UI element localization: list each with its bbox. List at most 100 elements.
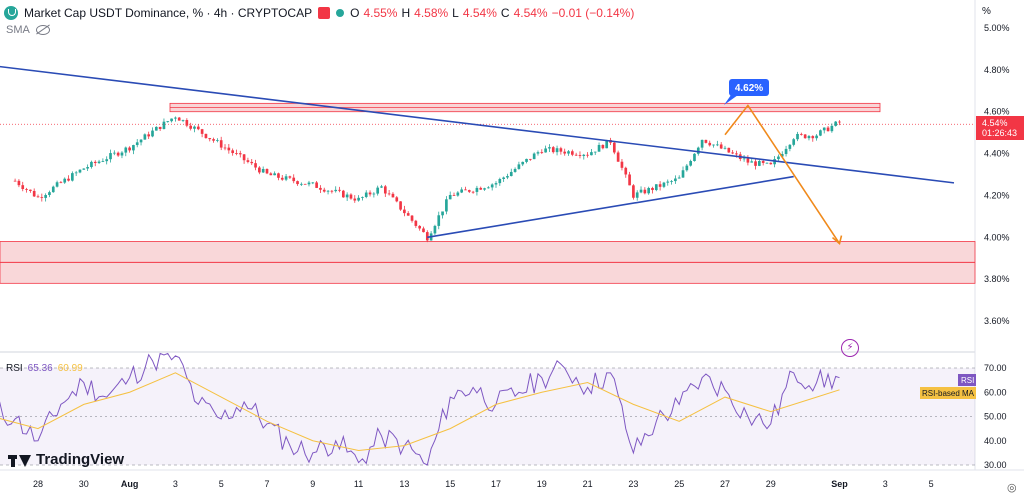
candle-body bbox=[196, 126, 200, 130]
tradingview-mark-icon bbox=[8, 453, 32, 467]
candle-body bbox=[639, 189, 643, 193]
candle-body bbox=[559, 148, 563, 152]
candle-body bbox=[204, 133, 208, 139]
candle-body bbox=[799, 133, 803, 135]
open-key: O bbox=[350, 6, 360, 20]
projection-arrowhead bbox=[831, 235, 843, 246]
candle-body bbox=[593, 151, 597, 153]
candle-body bbox=[570, 151, 574, 155]
symbol-title[interactable]: Market Cap USDT Dominance, % · 4h · CRYP… bbox=[24, 6, 313, 20]
time-axis-tick: 28 bbox=[33, 479, 43, 489]
candle-body bbox=[479, 187, 483, 190]
price-axis-tick: 4.80% bbox=[984, 65, 1010, 75]
rsi-legend[interactable]: RSI 65.36 60.99 bbox=[6, 363, 83, 374]
candle-body bbox=[712, 144, 715, 146]
callout-tail bbox=[724, 95, 738, 105]
candle-body bbox=[364, 192, 368, 197]
candle-body bbox=[21, 185, 25, 190]
lightning-icon[interactable]: ⚡ bbox=[841, 339, 859, 357]
candle-body bbox=[632, 185, 635, 198]
candle-body bbox=[822, 127, 826, 131]
candle-body bbox=[189, 125, 193, 129]
candle-body bbox=[746, 158, 750, 163]
ascending-trendline bbox=[427, 175, 794, 239]
candle-body bbox=[147, 134, 151, 137]
candle-body bbox=[784, 148, 788, 155]
candle-body bbox=[689, 161, 692, 166]
candle-body bbox=[349, 194, 353, 199]
candle-body bbox=[494, 183, 498, 185]
candle-body bbox=[387, 193, 391, 195]
candle-body bbox=[170, 118, 173, 122]
candle-body bbox=[433, 225, 437, 234]
low-key: L bbox=[452, 6, 459, 20]
candle-body bbox=[536, 152, 540, 154]
candle-body bbox=[63, 178, 67, 183]
candle-body bbox=[59, 182, 63, 184]
candle-body bbox=[353, 198, 357, 201]
candle-body bbox=[112, 152, 116, 154]
rsi-ma-legend-value: 60.99 bbox=[57, 363, 83, 374]
candle-body bbox=[422, 228, 425, 233]
candle-body bbox=[280, 177, 284, 180]
rsi-pane[interactable] bbox=[0, 352, 975, 470]
price-axis-tick: 4.60% bbox=[984, 107, 1010, 117]
callout-4-62[interactable]: 4.62% bbox=[724, 79, 769, 105]
time-axis-tick: Sep bbox=[831, 479, 848, 489]
candle-body bbox=[838, 121, 841, 123]
tradingview-logo[interactable]: TradingView bbox=[8, 451, 124, 468]
percent-scale-button[interactable]: % bbox=[982, 6, 991, 17]
price-axis-tick: 5.00% bbox=[984, 23, 1010, 33]
candle-body bbox=[128, 147, 131, 151]
candle-body bbox=[780, 154, 784, 157]
candle-body bbox=[761, 160, 765, 163]
candle-body bbox=[540, 152, 544, 153]
candle-body bbox=[563, 151, 567, 154]
candle-body bbox=[716, 144, 719, 146]
open-value: 4.55% bbox=[363, 6, 398, 20]
price-pane[interactable] bbox=[0, 0, 975, 352]
candle-body bbox=[769, 162, 773, 165]
candle-body bbox=[555, 148, 559, 153]
candle-body bbox=[441, 211, 444, 216]
candle-body bbox=[90, 161, 93, 168]
candle-body bbox=[532, 153, 536, 160]
symbol-icon[interactable] bbox=[4, 6, 18, 20]
candle-body bbox=[86, 167, 89, 169]
rsi-axis-tick: 70.00 bbox=[984, 363, 1007, 373]
candle-body bbox=[544, 148, 547, 153]
settings-gear-icon[interactable]: ◎ bbox=[1007, 482, 1017, 494]
candle-body bbox=[78, 169, 82, 173]
rsi-band bbox=[0, 368, 975, 465]
candle-body bbox=[830, 125, 834, 132]
candle-body bbox=[238, 153, 242, 155]
candle-body bbox=[819, 130, 822, 136]
candle-body bbox=[269, 173, 273, 176]
candle-body bbox=[605, 139, 609, 149]
candle-body bbox=[174, 117, 177, 119]
candle-body bbox=[403, 209, 406, 214]
candle-body bbox=[643, 189, 647, 194]
candle-body bbox=[811, 136, 815, 139]
candle-body bbox=[109, 153, 112, 160]
time-axis-tick: Aug bbox=[121, 479, 139, 489]
candle-body bbox=[185, 120, 189, 126]
sma-label: SMA bbox=[6, 24, 30, 36]
candle-body bbox=[792, 139, 796, 145]
close-value: 4.54% bbox=[513, 6, 548, 20]
candle-body bbox=[380, 186, 383, 188]
candle-body bbox=[338, 189, 341, 191]
eye-hidden-icon[interactable] bbox=[35, 25, 50, 35]
candle-body bbox=[460, 189, 463, 193]
time-axis-tick: 23 bbox=[628, 479, 638, 489]
zones-layer bbox=[0, 102, 976, 284]
candle-body bbox=[807, 136, 811, 139]
time-axis-tick: 5 bbox=[929, 479, 934, 489]
candle-body bbox=[319, 187, 322, 190]
flag-icon[interactable] bbox=[318, 7, 331, 19]
candle-body bbox=[727, 147, 731, 153]
rsi-tag-label: RSI bbox=[961, 376, 974, 385]
sma-indicator-row[interactable]: SMA bbox=[6, 24, 50, 36]
time-axis-tick: 29 bbox=[766, 479, 776, 489]
